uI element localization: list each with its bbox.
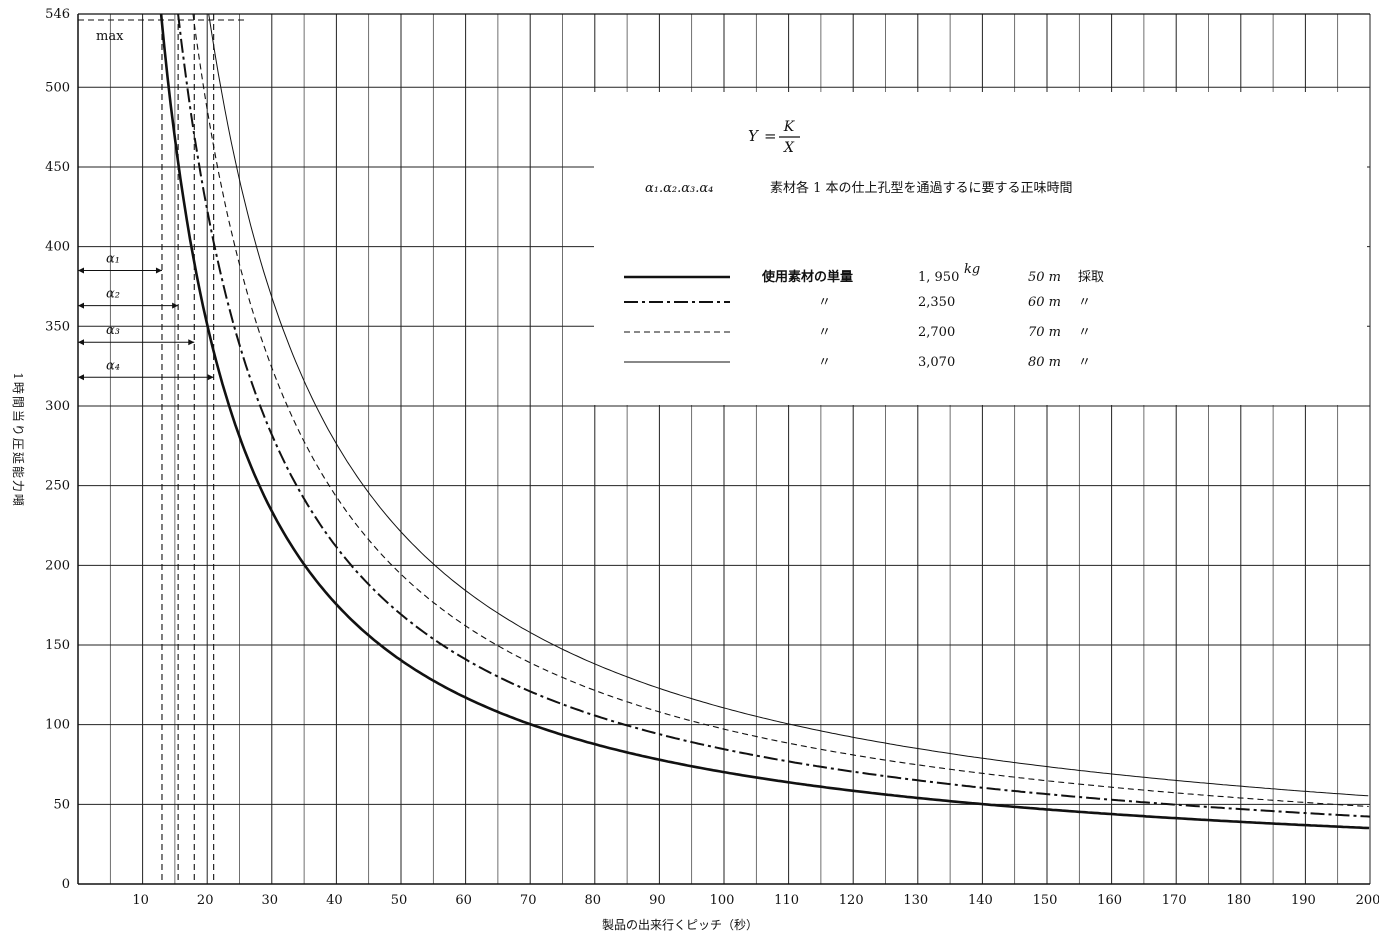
formula-numerator: K bbox=[783, 119, 796, 135]
x-tick-label: 50 bbox=[391, 893, 408, 908]
alpha-guide-lines: α₁ α₂ α₃ α₄ bbox=[78, 14, 215, 884]
alpha-arrowtail bbox=[78, 339, 84, 346]
y-tick-label: 0 bbox=[62, 877, 70, 892]
alpha-label: α₂ bbox=[106, 287, 120, 302]
x-tick-label: 10 bbox=[132, 893, 149, 908]
legend-box bbox=[594, 92, 1367, 405]
x-tick-label: 100 bbox=[710, 893, 735, 908]
x-tick-label: 130 bbox=[903, 893, 928, 908]
alpha-arrowtail bbox=[78, 302, 84, 309]
legend-weight-1: 1, 950 bbox=[918, 270, 959, 285]
legend-length-1: 50 m bbox=[1028, 270, 1061, 285]
legend-name-4: 〃 bbox=[818, 355, 831, 370]
x-tick-label: 20 bbox=[197, 893, 214, 908]
x-tick-label: 180 bbox=[1226, 893, 1251, 908]
x-tick-label: 140 bbox=[968, 893, 993, 908]
alpha-caption: α₁.α₂.α₃.α₄ bbox=[645, 181, 713, 196]
alpha-arrowhead bbox=[155, 267, 162, 274]
legend-name-3: 〃 bbox=[818, 325, 831, 340]
x-tick-label: 80 bbox=[585, 893, 602, 908]
series-lines bbox=[159, 13, 1371, 830]
axes: 10 20 30 40 50 60 70 80 90 100 110 120 130 140 150 160 1… bbox=[45, 7, 1379, 908]
alpha-description: 素材各 1 本の仕上孔型を通過するに要する正味時間 bbox=[770, 180, 1073, 196]
x-tick-label: 30 bbox=[262, 893, 279, 908]
y-tick-label: 250 bbox=[45, 479, 70, 494]
formula-denominator: X bbox=[783, 140, 795, 156]
x-tick-label: 200 bbox=[1356, 893, 1379, 908]
legend-unit-1: kg bbox=[964, 262, 980, 277]
x-tick-label: 110 bbox=[774, 893, 799, 908]
legend-suffix-4: 〃 bbox=[1078, 355, 1091, 370]
y-axis-label: 1時間当り圧延能力噸 bbox=[11, 372, 25, 508]
legend-length-2: 60 m bbox=[1028, 295, 1061, 310]
legend-suffix-1: 採取 bbox=[1078, 270, 1104, 285]
legend-weight-2: 2,350 bbox=[918, 295, 955, 310]
alpha-arrowtail bbox=[78, 374, 84, 381]
legend-length-4: 80 m bbox=[1028, 355, 1061, 370]
alpha-arrowhead bbox=[188, 339, 195, 346]
x-tick-label: 60 bbox=[455, 893, 472, 908]
series-line-4 bbox=[208, 13, 1369, 797]
y-tick-label: 50 bbox=[53, 797, 70, 812]
legend-name-1: 使用素材の単量 bbox=[761, 269, 853, 285]
legend-weight-3: 2,700 bbox=[918, 325, 955, 340]
y-tick-label: 100 bbox=[45, 718, 70, 733]
y-tick-label: 350 bbox=[45, 319, 70, 334]
series-line-2 bbox=[177, 13, 1371, 818]
alpha-label: α₄ bbox=[106, 358, 120, 373]
y-tick-label: 400 bbox=[45, 240, 70, 255]
x-tick-label: 170 bbox=[1162, 893, 1187, 908]
formula: Y = K X bbox=[748, 119, 800, 156]
series-line-3 bbox=[192, 13, 1369, 808]
alpha-label: α₁ bbox=[106, 252, 120, 267]
legend-name-2: 〃 bbox=[818, 295, 831, 310]
x-tick-label: 190 bbox=[1291, 893, 1316, 908]
x-axis-label: 製品の出来行くピッチ（秒） bbox=[602, 918, 758, 932]
x-tick-label: 70 bbox=[520, 893, 537, 908]
legend-weight-4: 3,070 bbox=[918, 355, 955, 370]
legend-length-3: 70 m bbox=[1028, 325, 1061, 340]
y-tick-label: 300 bbox=[45, 399, 70, 414]
alpha-arrowhead bbox=[207, 374, 214, 381]
formula-eq: = bbox=[764, 127, 777, 145]
alpha-label: α₃ bbox=[106, 323, 120, 338]
legend-suffix-2: 〃 bbox=[1078, 295, 1091, 310]
y-tick-label: 150 bbox=[45, 638, 70, 653]
x-tick-label: 90 bbox=[649, 893, 666, 908]
y-tick-label: 200 bbox=[45, 558, 70, 573]
x-tick-label: 120 bbox=[839, 893, 864, 908]
max-label: max bbox=[96, 29, 124, 44]
alpha-arrowtail bbox=[78, 267, 84, 274]
series-line-1 bbox=[159, 13, 1370, 830]
alpha-arrowhead bbox=[172, 302, 179, 309]
y-tick-label: 500 bbox=[45, 80, 70, 95]
y-tick-label: 450 bbox=[45, 160, 70, 175]
x-tick-label: 150 bbox=[1033, 893, 1058, 908]
x-tick-label: 160 bbox=[1097, 893, 1122, 908]
formula-lhs: Y bbox=[748, 127, 760, 145]
legend-suffix-3: 〃 bbox=[1078, 325, 1091, 340]
x-tick-label: 40 bbox=[326, 893, 343, 908]
y-tick-label: 546 bbox=[45, 7, 70, 22]
